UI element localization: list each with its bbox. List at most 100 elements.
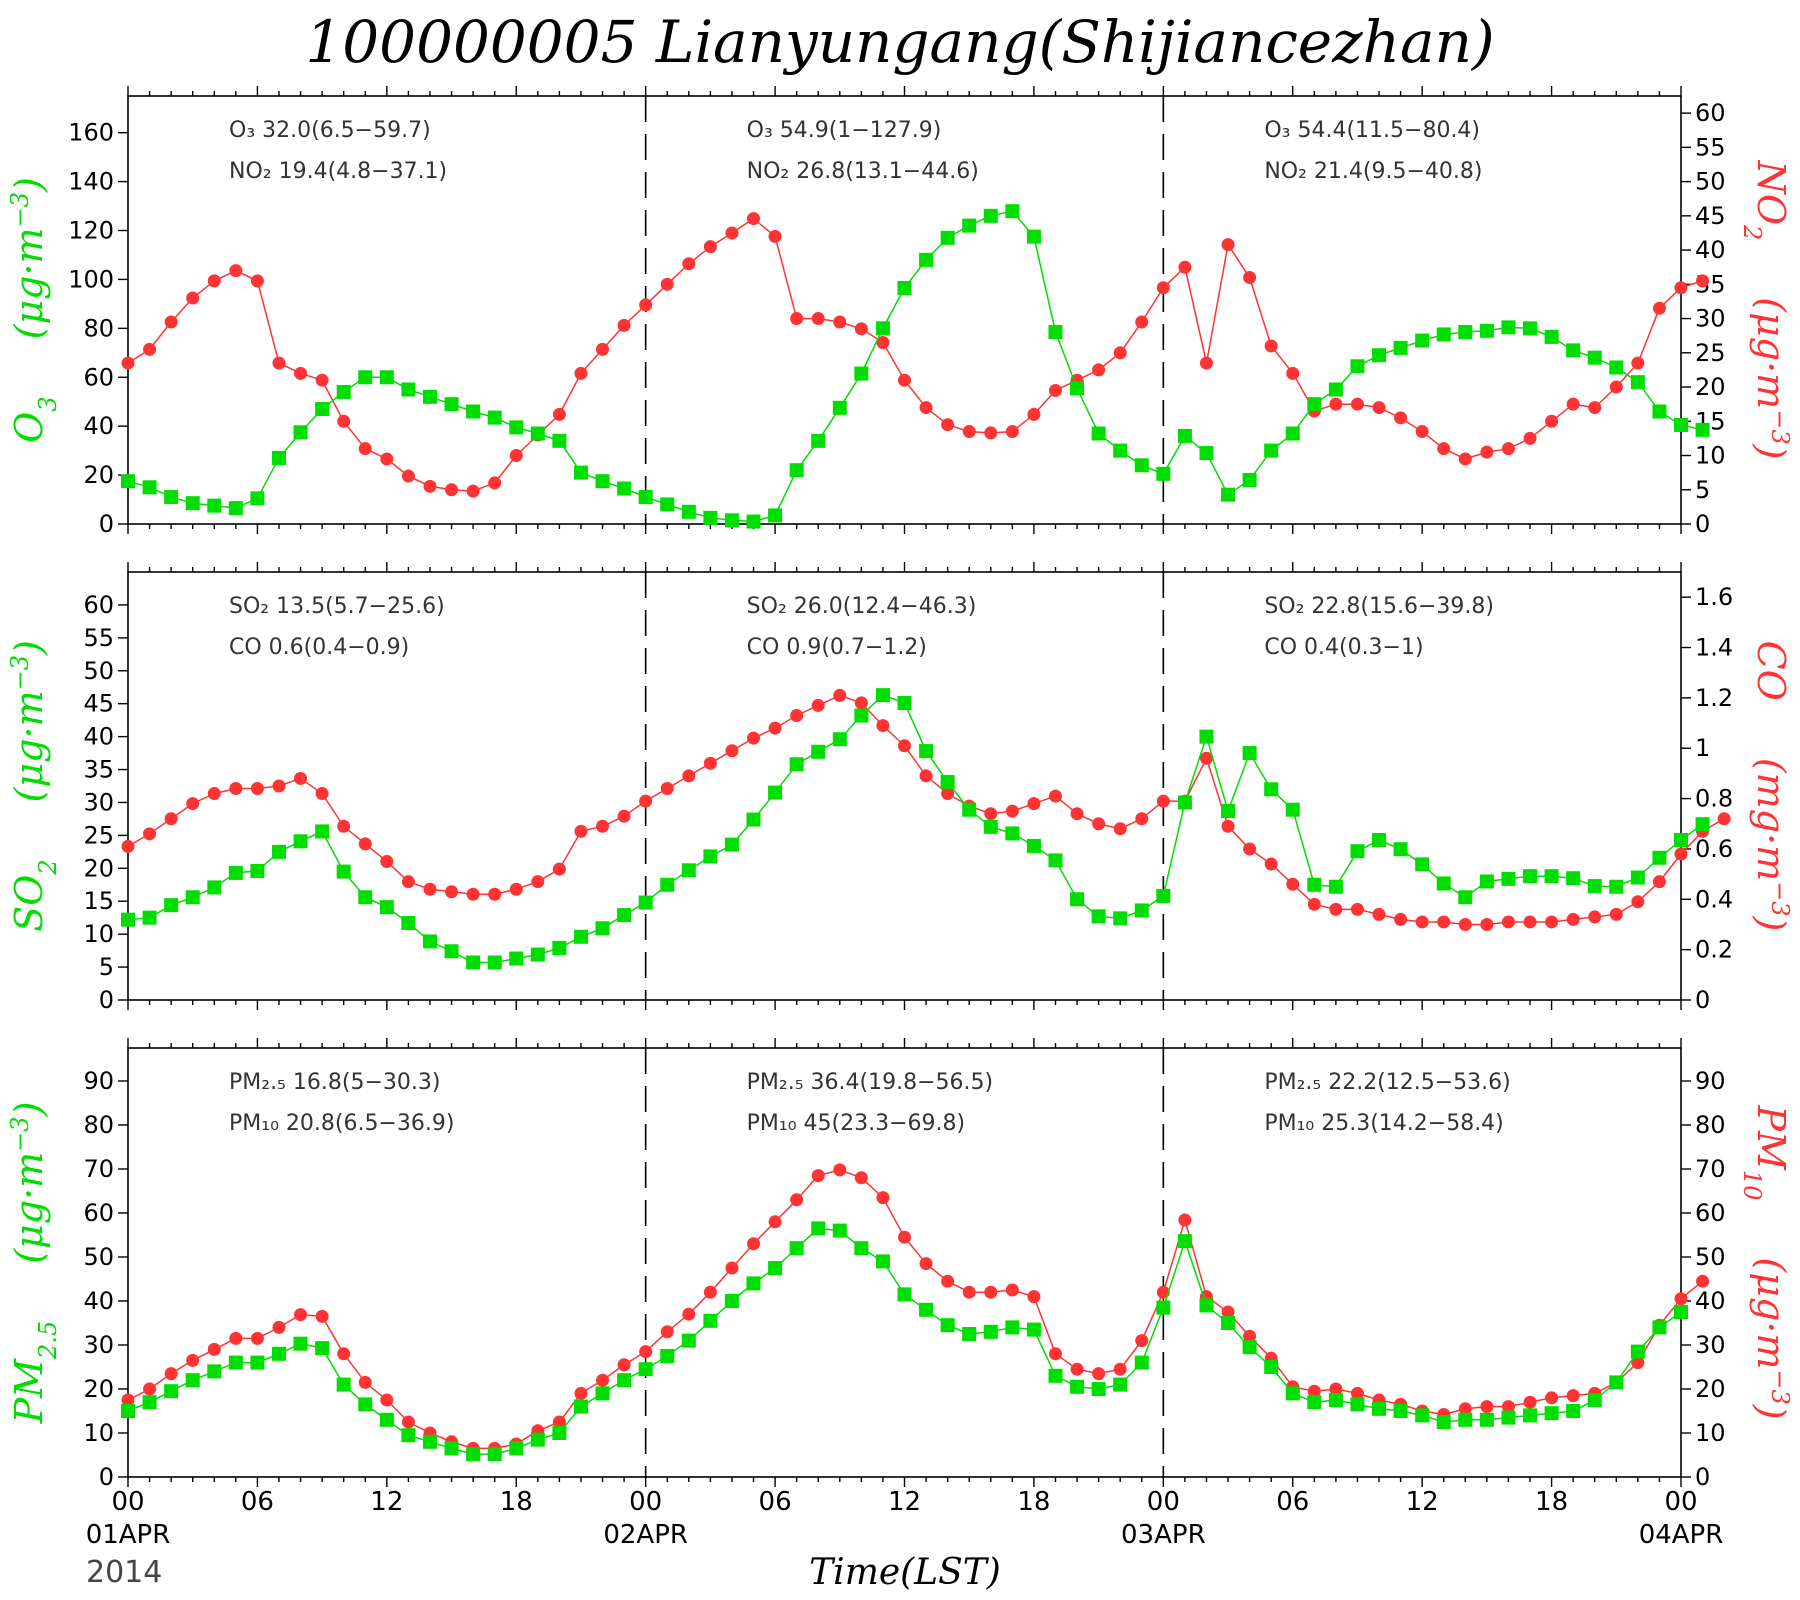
x-tick-label: 12 [888,1487,921,1517]
left-y-tick-label: 45 [83,690,114,718]
left-y-tick-label: 80 [83,314,114,342]
data-point-circle [1027,407,1041,421]
left-y-tick-label: 60 [83,1199,114,1227]
stat-annotation: NO₂ 26.8(13.1−44.6) [747,159,979,184]
data-point-square [1199,729,1214,744]
data-point-square [1026,838,1041,853]
data-point-square [509,420,524,435]
data-point-circle [1545,915,1559,929]
data-point-square [379,1412,394,1427]
data-point-square [1307,397,1322,412]
data-point-circle [186,797,200,811]
data-point-square [164,490,179,505]
data-point-square [422,1434,437,1449]
data-point-square [1285,1386,1300,1401]
right-y-tick-label: 1 [1695,734,1710,762]
data-point-square [1005,826,1020,841]
data-point-circle [380,1393,394,1407]
data-point-square [962,802,977,817]
data-point-square [142,480,157,495]
data-point-square [509,1441,524,1456]
data-point-square [962,1327,977,1341]
data-point-square [746,1276,761,1291]
data-point-circle [1350,902,1364,916]
data-point-square [422,389,437,404]
stat-annotation: CO 0.9(0.7−1.2) [747,635,927,660]
data-point-square [1523,321,1538,336]
data-point-square [919,252,934,267]
data-point-square [1372,1401,1387,1416]
data-point-square [358,890,373,905]
data-point-circle [1092,1367,1106,1381]
left-y-axis-title: SO2 (μg·m−3) [6,640,62,932]
data-point-circle [358,1375,372,1389]
data-point-circle [1437,915,1451,929]
date-label: 02APR [603,1520,688,1550]
data-point-square [638,490,653,505]
data-point-circle [1005,804,1019,818]
data-point-square [1221,804,1236,819]
data-point-circle [272,779,286,793]
data-point-square [293,1336,308,1351]
data-point-square [832,400,847,415]
right-y-tick-label: 30 [1695,305,1726,333]
data-point-square [1652,404,1667,419]
year-label: 2014 [86,1555,162,1590]
data-point-square [1630,870,1645,885]
data-point-square [1134,903,1149,918]
data-point-circle [919,1257,933,1271]
data-point-square [617,1373,632,1388]
data-point-square [1328,879,1343,894]
data-point-square [1070,892,1085,907]
left-y-tick-label: 160 [68,119,114,147]
series-o3 [121,204,1710,529]
data-point-square [1587,879,1602,894]
right-y-tick-label: 10 [1695,1419,1726,1447]
data-point-circle [639,1345,653,1359]
data-point-circle [294,1308,308,1322]
data-point-circle [962,1285,976,1299]
data-point-circle [682,769,696,783]
data-point-circle [1480,1400,1494,1414]
data-point-circle [1545,1391,1559,1405]
data-point-square [1587,1393,1602,1407]
data-point-square [1350,844,1365,859]
data-point-circle [143,342,157,356]
data-point-square [1544,1406,1559,1421]
right-y-tick-label: 1.6 [1695,583,1733,611]
left-y-tick-label: 140 [68,168,114,196]
data-point-square [271,844,286,859]
left-y-tick-label: 60 [83,363,114,391]
data-point-square [681,504,696,519]
left-y-tick-label: 40 [83,723,114,751]
data-point-circle [725,226,739,240]
data-point-circle [1350,397,1364,411]
data-point-square [617,481,632,496]
data-point-square [250,1355,265,1370]
data-point-circle [207,787,221,801]
stat-annotation: SO₂ 22.8(15.6−39.8) [1264,594,1494,619]
data-point-square [121,1404,135,1418]
data-point-square [660,877,675,892]
data-point-square [1587,350,1602,365]
data-point-circle [617,318,631,332]
data-point-circle [768,229,782,243]
data-point-circle [509,882,523,896]
data-point-circle [1652,301,1666,315]
data-point-circle [250,782,264,796]
stat-annotation: CO 0.6(0.4−0.9) [229,635,409,660]
data-point-circle [1501,1400,1515,1414]
data-point-square [530,947,545,962]
x-tick-label: 00 [111,1487,144,1517]
data-point-circle [445,483,459,497]
data-point-circle [1156,794,1170,808]
data-point-square [250,491,265,506]
data-point-square [638,1362,653,1377]
data-point-circle [337,1347,351,1361]
data-point-circle [898,1230,911,1244]
data-point-circle [186,291,200,305]
data-point-circle [1329,902,1343,916]
data-point-square [1372,348,1387,363]
data-point-square [1350,1397,1365,1412]
data-point-square [207,880,222,895]
